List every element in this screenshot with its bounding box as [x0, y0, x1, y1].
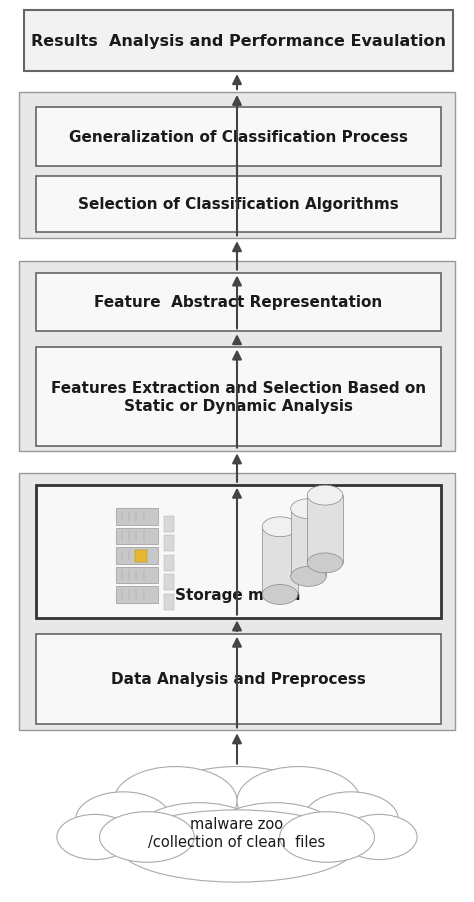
Text: Selection of Classification Algorithms: Selection of Classification Algorithms: [78, 198, 399, 212]
FancyBboxPatch shape: [36, 634, 441, 724]
Text: Results  Analysis and Performance Evaulation: Results Analysis and Performance Evaulat…: [31, 34, 446, 49]
Text: Storage media: Storage media: [175, 588, 301, 603]
Ellipse shape: [57, 815, 133, 860]
Ellipse shape: [237, 767, 360, 835]
Text: Data Analysis and Preprocess: Data Analysis and Preprocess: [111, 672, 365, 686]
Ellipse shape: [262, 584, 298, 604]
FancyBboxPatch shape: [164, 594, 174, 610]
FancyBboxPatch shape: [164, 555, 174, 571]
Ellipse shape: [114, 767, 237, 835]
FancyBboxPatch shape: [36, 485, 441, 618]
Ellipse shape: [100, 812, 194, 862]
FancyBboxPatch shape: [116, 548, 158, 564]
FancyBboxPatch shape: [116, 586, 158, 603]
FancyBboxPatch shape: [291, 509, 326, 576]
Ellipse shape: [209, 803, 341, 871]
Ellipse shape: [280, 812, 374, 862]
Ellipse shape: [307, 485, 343, 505]
Ellipse shape: [291, 499, 326, 519]
FancyBboxPatch shape: [164, 536, 174, 552]
Ellipse shape: [76, 792, 171, 846]
Text: Feature  Abstract Representation: Feature Abstract Representation: [94, 295, 383, 310]
Ellipse shape: [133, 803, 265, 871]
FancyBboxPatch shape: [36, 108, 441, 167]
FancyBboxPatch shape: [307, 495, 343, 563]
FancyBboxPatch shape: [19, 262, 455, 451]
FancyBboxPatch shape: [135, 550, 146, 562]
Text: Generalization of Classification Process: Generalization of Classification Process: [69, 130, 408, 145]
FancyBboxPatch shape: [36, 273, 441, 332]
Text: malware zoo
/collection of clean  files: malware zoo /collection of clean files: [148, 816, 326, 849]
FancyBboxPatch shape: [19, 474, 455, 731]
FancyBboxPatch shape: [262, 527, 298, 594]
Ellipse shape: [118, 810, 356, 882]
FancyBboxPatch shape: [116, 529, 158, 545]
Ellipse shape: [303, 792, 398, 846]
FancyBboxPatch shape: [24, 11, 453, 72]
FancyBboxPatch shape: [116, 567, 158, 584]
Ellipse shape: [147, 767, 327, 853]
Ellipse shape: [262, 517, 298, 537]
Ellipse shape: [307, 553, 343, 573]
FancyBboxPatch shape: [19, 93, 455, 239]
Text: Features Extraction and Selection Based on
Static or Dynamic Analysis: Features Extraction and Selection Based …: [51, 381, 426, 413]
Ellipse shape: [291, 566, 326, 586]
FancyBboxPatch shape: [164, 516, 174, 532]
FancyBboxPatch shape: [36, 177, 441, 233]
FancyBboxPatch shape: [116, 509, 158, 525]
Ellipse shape: [341, 815, 417, 860]
FancyBboxPatch shape: [36, 347, 441, 446]
FancyBboxPatch shape: [164, 575, 174, 591]
